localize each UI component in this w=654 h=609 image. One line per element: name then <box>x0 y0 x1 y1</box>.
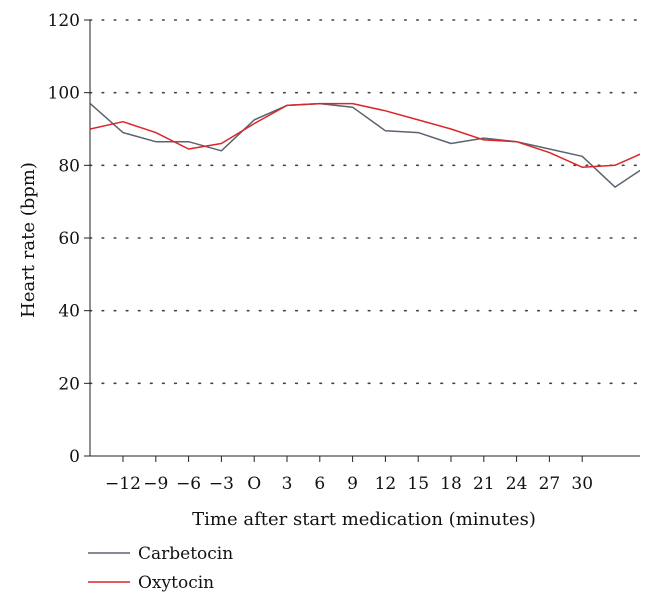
series-lines <box>90 102 640 188</box>
x-tick-label-9: 15 <box>407 474 429 494</box>
x-tick-label-12: 24 <box>506 474 528 494</box>
series-line-oxytocin <box>90 102 640 168</box>
series-line-carbetocin <box>90 102 640 188</box>
legend-label-oxytocin: Oxytocin <box>138 573 214 593</box>
x-tick-label-7: 9 <box>347 474 358 494</box>
legend: Carbetocin Oxytocin <box>88 544 233 593</box>
x-tick-label-4: O <box>247 474 261 494</box>
y-axis-label: Heart rate (bpm) <box>18 162 39 318</box>
x-axis-ticks: −12 −9 −6 −3 O 3 6 9 12 15 18 21 24 27 30 <box>105 456 593 494</box>
y-tick-label-20: 20 <box>58 374 80 394</box>
gridlines <box>89 19 641 385</box>
y-tick-label-40: 40 <box>58 302 80 322</box>
x-tick-label-13: 27 <box>539 474 561 494</box>
y-tick-label-80: 80 <box>58 156 80 176</box>
y-tick-label-60: 60 <box>58 229 80 249</box>
y-axis-ticks: 0 20 40 60 80 100 120 <box>48 11 90 467</box>
x-tick-label-14: 30 <box>571 474 593 494</box>
axes <box>89 20 640 457</box>
x-tick-label-0: −12 <box>105 474 141 494</box>
y-tick-label-100: 100 <box>48 84 80 104</box>
x-tick-label-10: 18 <box>440 474 462 494</box>
x-tick-label-11: 21 <box>473 474 495 494</box>
x-tick-label-6: 6 <box>314 474 325 494</box>
y-tick-label-0: 0 <box>69 447 80 467</box>
y-tick-label-120: 120 <box>48 11 80 31</box>
x-tick-label-8: 12 <box>375 474 397 494</box>
x-tick-label-3: −3 <box>209 474 234 494</box>
x-tick-label-5: 3 <box>282 474 293 494</box>
x-tick-label-2: −6 <box>176 474 201 494</box>
legend-label-carbetocin: Carbetocin <box>138 544 233 564</box>
x-tick-label-1: −9 <box>143 474 168 494</box>
x-axis-label: Time after start medication (minutes) <box>192 509 536 530</box>
